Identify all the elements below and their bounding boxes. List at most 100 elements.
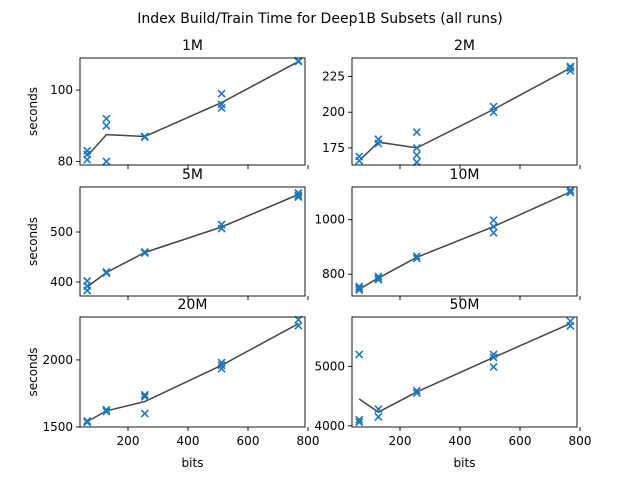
subplot-10M: 10M 800 1000 xyxy=(314,167,581,300)
data-point xyxy=(217,361,226,370)
x-tick-label: 600 xyxy=(509,434,532,448)
data-point xyxy=(374,275,383,284)
data-point xyxy=(140,409,149,418)
data-point xyxy=(140,133,149,142)
figure-suptitle: Index Build/Train Time for Deep1B Subset… xyxy=(137,11,502,27)
trend-line xyxy=(86,323,299,423)
y-tick-label: 2000 xyxy=(42,353,73,367)
axes-frame xyxy=(351,186,578,297)
y-tick-label: 400 xyxy=(50,275,73,289)
data-point xyxy=(217,364,226,373)
data-point xyxy=(412,143,421,152)
data-point xyxy=(217,103,226,112)
data-point xyxy=(374,412,383,421)
y-axis-label: seconds xyxy=(26,217,40,266)
x-tick-label: 600 xyxy=(237,434,260,448)
data-point xyxy=(355,284,364,293)
axes-frame xyxy=(79,316,306,428)
data-point xyxy=(294,191,303,200)
data-point xyxy=(355,350,364,359)
data-point xyxy=(140,392,149,401)
data-point xyxy=(566,63,575,73)
subplot-2M: 2M 175 200 225 xyxy=(322,38,581,169)
subplot-title: 10M xyxy=(450,167,480,183)
y-tick-label: 225 xyxy=(322,70,345,84)
y-tick-label: 500 xyxy=(50,225,73,239)
data-point xyxy=(83,418,92,427)
y-axis-label: seconds xyxy=(26,87,40,136)
data-point xyxy=(102,157,111,166)
subplot-title: 1M xyxy=(182,38,203,54)
x-axis-label: bits xyxy=(182,456,204,470)
data-point xyxy=(217,224,226,233)
data-point xyxy=(83,416,92,426)
data-point xyxy=(140,390,149,399)
subplot-grid: 1M 80 100 seconds 2M 175 200 225 5M 400 500 seconds… xyxy=(26,38,591,470)
data-point xyxy=(566,321,575,330)
data-point xyxy=(355,415,364,424)
y-tick-label: 1000 xyxy=(314,213,345,227)
axes-frame xyxy=(79,186,306,297)
data-point xyxy=(412,254,421,263)
data-point xyxy=(412,389,421,398)
data-point xyxy=(355,285,364,295)
y-tick-label: 5000 xyxy=(314,359,345,373)
subplot-title: 20M xyxy=(178,297,208,313)
subplot-1M: 1M 80 100 seconds xyxy=(26,38,309,169)
data-point xyxy=(412,386,421,395)
subplot-title: 50M xyxy=(450,297,480,313)
data-point xyxy=(489,222,498,231)
data-point xyxy=(489,216,498,225)
data-point xyxy=(83,155,92,164)
data-point xyxy=(374,139,383,148)
data-point xyxy=(83,286,92,295)
data-point xyxy=(489,362,498,372)
data-point xyxy=(102,114,111,123)
data-point xyxy=(412,158,421,167)
y-tick-label: 4000 xyxy=(314,419,345,433)
data-point xyxy=(412,128,421,137)
subplot-title: 5M xyxy=(182,167,203,183)
data-point xyxy=(217,89,226,98)
x-tick-label: 200 xyxy=(389,434,412,448)
data-point xyxy=(140,248,149,258)
data-point xyxy=(102,405,111,414)
x-tick-label: 400 xyxy=(177,434,200,448)
data-point xyxy=(102,121,111,130)
axes-frame xyxy=(351,316,578,428)
data-point xyxy=(294,192,303,202)
data-point xyxy=(489,228,498,237)
x-tick-label: 800 xyxy=(569,434,592,448)
data-point xyxy=(374,272,383,281)
y-axis-label: seconds xyxy=(26,347,40,396)
x-tick-label: 800 xyxy=(297,434,320,448)
data-point xyxy=(102,268,111,278)
x-tick-label: 400 xyxy=(449,434,472,448)
data-point xyxy=(412,150,421,160)
y-tick-label: 175 xyxy=(322,141,345,155)
axes-frame xyxy=(351,57,578,166)
data-point xyxy=(217,358,226,367)
data-point xyxy=(294,321,303,330)
x-tick-label: 200 xyxy=(117,434,140,448)
data-point xyxy=(566,186,575,195)
data-point xyxy=(355,156,364,165)
data-point xyxy=(412,252,421,261)
data-point xyxy=(489,108,498,117)
data-point xyxy=(374,274,383,283)
subplot-50M: 50M 200 400 600 800 4000 5000 bits xyxy=(314,297,591,470)
y-tick-label: 200 xyxy=(322,105,345,119)
y-tick-label: 800 xyxy=(322,267,345,281)
subplot-5M: 5M 400 500 seconds xyxy=(26,167,309,300)
data-point xyxy=(355,418,364,427)
data-point xyxy=(294,56,303,65)
axes-frame xyxy=(79,57,306,166)
data-point xyxy=(566,188,575,197)
data-point xyxy=(102,407,111,416)
trend-line xyxy=(358,322,571,414)
data-point xyxy=(489,353,498,362)
subplot-title: 2M xyxy=(454,38,475,54)
